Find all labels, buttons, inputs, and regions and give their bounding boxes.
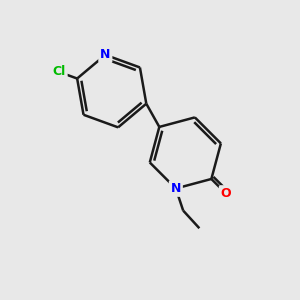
Text: O: O [220, 187, 231, 200]
Text: N: N [171, 182, 181, 195]
Text: N: N [100, 48, 110, 62]
Text: Cl: Cl [52, 65, 66, 79]
